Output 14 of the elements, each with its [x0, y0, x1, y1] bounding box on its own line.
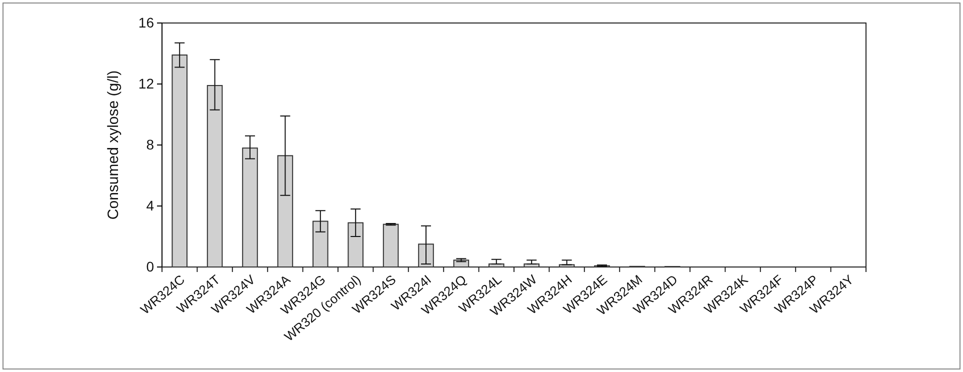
bar	[172, 54, 188, 268]
bar	[277, 155, 294, 268]
y-tick-label: 4	[146, 197, 154, 214]
y-axis-title: Consumed xylose (g/l)	[105, 70, 122, 220]
bar	[206, 85, 223, 268]
bar	[418, 244, 434, 268]
y-tick-label: 12	[138, 75, 154, 92]
bar	[242, 148, 258, 268]
y-tick-label: 0	[146, 258, 154, 274]
y-tick-label: 8	[146, 136, 154, 152]
bar	[382, 224, 399, 268]
y-tick-label: 16	[138, 14, 154, 30]
bar	[312, 220, 328, 268]
bar	[348, 222, 364, 268]
